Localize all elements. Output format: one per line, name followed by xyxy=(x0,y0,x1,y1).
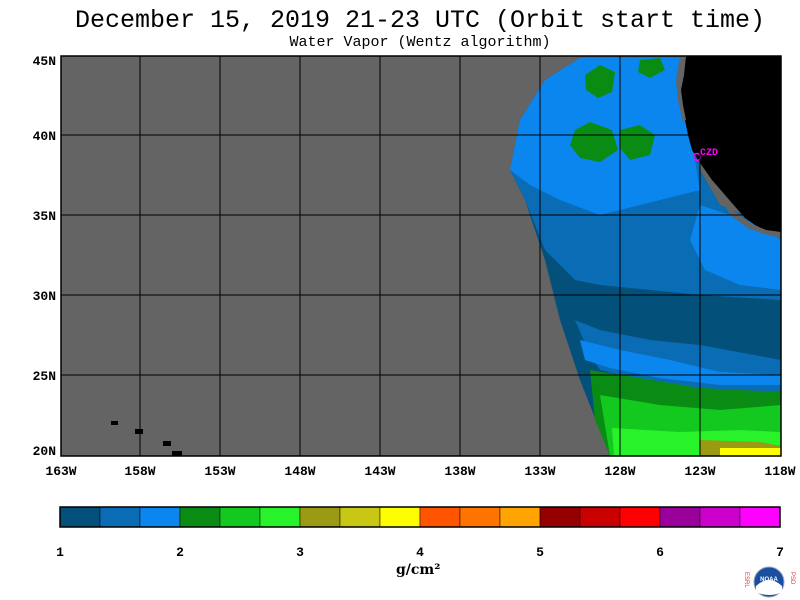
map-title: December 15, 2019 21-23 UTC (Orbit start… xyxy=(74,6,766,35)
latitude-labels: 45N 40N 35N 30N 25N 20N xyxy=(33,54,56,459)
colorbar-swatch xyxy=(499,506,541,528)
lat-label: 25N xyxy=(33,369,56,384)
colorbar-swatch xyxy=(459,506,501,528)
colorbar-tick: 1 xyxy=(56,545,64,560)
colorbar-tick: 3 xyxy=(296,545,304,560)
colorbar-swatch xyxy=(619,506,661,528)
map-frame xyxy=(60,55,782,457)
colorbar-ticks: 1 2 3 4 5 6 7 xyxy=(56,545,784,560)
lon-label: 148W xyxy=(284,464,315,479)
colorbar-frame xyxy=(59,506,781,528)
lon-label: 128W xyxy=(604,464,635,479)
colorbar-swatch xyxy=(219,506,261,528)
colorbar-swatch xyxy=(339,506,381,528)
lat-label: 45N xyxy=(33,54,56,69)
graticule xyxy=(61,56,781,456)
colorbar-swatch xyxy=(179,506,221,528)
lon-label: 143W xyxy=(364,464,395,479)
colorbar-swatch xyxy=(259,506,301,528)
lat-label: 40N xyxy=(33,129,56,144)
colorbar-tick: 4 xyxy=(416,545,424,560)
colorbar-tick: 7 xyxy=(776,545,784,560)
map-subtitle: Water Vapor (Wentz algorithm) xyxy=(289,34,551,51)
lon-label: 163W xyxy=(45,464,76,479)
colorbar-swatch xyxy=(579,506,621,528)
colorbar-swatch xyxy=(739,506,781,528)
logo-center-text: NOAA xyxy=(760,577,778,583)
lon-label: 153W xyxy=(204,464,235,479)
longitude-labels: 163W 158W 153W 148W 143W 138W 133W 128W … xyxy=(45,464,795,479)
lon-label: 138W xyxy=(444,464,475,479)
colorbar-tick: 6 xyxy=(656,545,664,560)
colorbar-swatch xyxy=(59,506,101,528)
colorbar xyxy=(59,506,781,528)
lon-label: 123W xyxy=(684,464,715,479)
lat-label: 20N xyxy=(33,444,56,459)
station-label: CZD xyxy=(700,148,718,159)
colorbar-swatch xyxy=(99,506,141,528)
colorbar-tick: 2 xyxy=(176,545,184,560)
lat-label: 35N xyxy=(33,209,56,224)
lat-label: 30N xyxy=(33,289,56,304)
hawaiian-islands xyxy=(111,421,182,456)
land-mass xyxy=(680,56,781,235)
colorbar-swatch xyxy=(659,506,701,528)
colorbar-swatch xyxy=(299,506,341,528)
colorbar-tick: 5 xyxy=(536,545,544,560)
lon-label: 158W xyxy=(124,464,155,479)
colorbar-swatch xyxy=(379,506,421,528)
logo-right-text: PSD xyxy=(789,572,795,585)
logo-left-text: ESRL xyxy=(743,572,749,588)
colorbar-swatch xyxy=(139,506,181,528)
colorbar-units: g/cm² xyxy=(396,562,441,578)
data-swath xyxy=(510,58,781,456)
colorbar-swatch xyxy=(699,506,741,528)
lon-label: 118W xyxy=(764,464,795,479)
lon-label: 133W xyxy=(524,464,555,479)
colorbar-swatch xyxy=(539,506,581,528)
colorbar-swatch xyxy=(419,506,461,528)
noaa-logo: NOAA ESRL PSD xyxy=(743,566,795,598)
